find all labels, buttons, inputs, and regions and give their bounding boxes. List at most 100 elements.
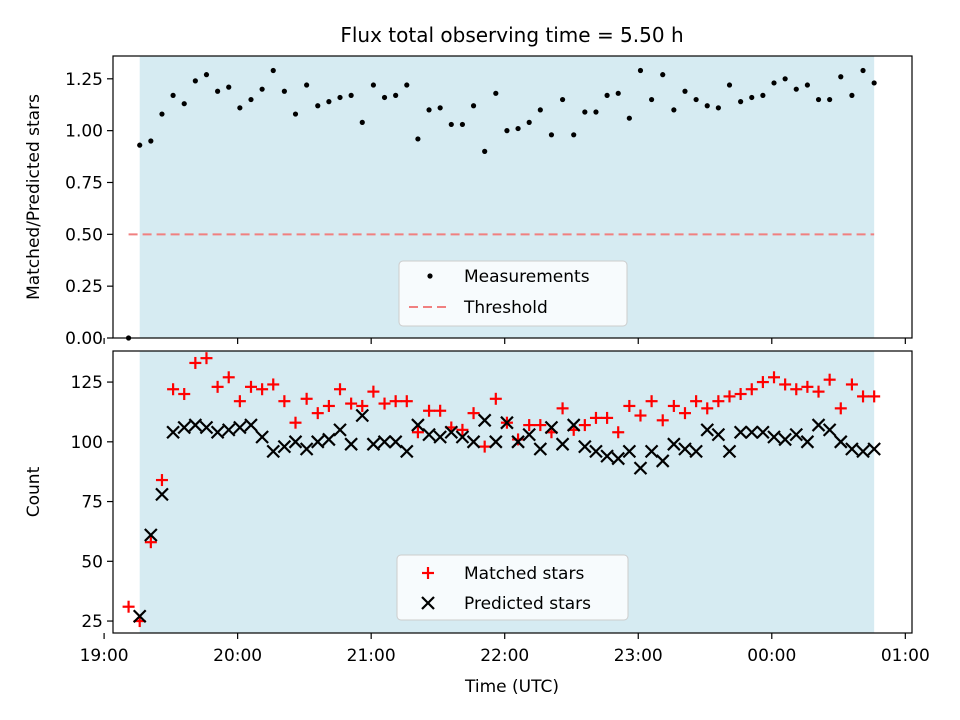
matched-star-point — [645, 395, 658, 408]
top-y-ticks: 0.00 0.25 0.50 0.75 1.00 1.25 — [65, 70, 113, 349]
predicted-star-point — [522, 427, 536, 442]
measurement-point — [849, 92, 855, 98]
measurement-point — [615, 90, 621, 96]
measurement-point — [760, 92, 766, 98]
top-y-tick-label: 1.25 — [65, 70, 103, 90]
predicted-star-point — [533, 442, 548, 456]
predicted-star-point — [744, 425, 759, 440]
measurement-point — [348, 92, 354, 98]
x-tick-label: 20:00 — [213, 646, 262, 666]
predicted-star-point — [644, 444, 659, 459]
matched-star-point — [300, 392, 313, 405]
legend-measurements-label: Measurements — [464, 267, 590, 287]
matched-star-point — [623, 399, 636, 412]
bottom-y-axis-label: Count — [24, 466, 44, 517]
top-y-tick-label: 1.00 — [65, 122, 103, 142]
predicted-star-point — [711, 427, 726, 442]
predicted-star-point — [578, 439, 592, 454]
measurement-point — [426, 107, 432, 113]
x-tick-label: 21:00 — [347, 646, 396, 666]
measurement-point — [626, 115, 632, 121]
bottom-legend-box — [396, 554, 629, 621]
matched-star-point — [178, 388, 191, 401]
measurement-point — [148, 138, 154, 144]
predicted-star-point — [544, 420, 559, 435]
matched-star-point — [656, 414, 669, 427]
measurement-point — [159, 111, 165, 117]
x-tick-label: 01:00 — [881, 646, 930, 666]
predicted-star-point — [689, 444, 703, 459]
predicted-star-point — [288, 435, 303, 449]
matched-star-point — [578, 419, 591, 432]
measurement-point — [827, 96, 833, 103]
bottom-y-tick-label: 75 — [81, 493, 103, 513]
measurement-point — [504, 128, 510, 134]
predicted-star-point — [422, 427, 436, 442]
predicted-star-point — [233, 420, 247, 435]
matched-star-point — [723, 390, 736, 403]
predicted-star-point — [466, 435, 481, 449]
matched-star-point — [200, 352, 213, 365]
predicted-star-point — [589, 444, 603, 459]
matched-star-point — [523, 419, 536, 432]
predicted-star-point — [188, 418, 203, 432]
predicted-star-point — [244, 418, 258, 432]
measurement-point — [459, 121, 466, 128]
measurement-point — [315, 103, 321, 109]
matched-star-point — [155, 474, 168, 487]
matched-star-point — [834, 402, 847, 415]
predicted-star-point — [834, 435, 848, 449]
measurement-point — [370, 82, 376, 88]
matched-star-point — [857, 390, 870, 403]
matched-star-point — [634, 409, 647, 422]
measurement-point — [582, 109, 588, 115]
predicted-star-point — [355, 408, 370, 423]
legend-predicted-marker — [421, 596, 435, 610]
predicted-star-point — [845, 442, 859, 456]
top-axes-frame — [112, 55, 913, 339]
predicted-star-point — [477, 413, 492, 428]
predicted-star-point — [778, 432, 792, 447]
top-y-tick-label: 0.25 — [65, 277, 103, 297]
predicted-star-point — [411, 418, 425, 432]
measurement-point — [493, 90, 499, 96]
predicted-star-point — [433, 430, 447, 444]
matched-star-point — [801, 380, 814, 393]
x-tick-label: 00:00 — [747, 646, 796, 666]
matched-star-point — [378, 397, 391, 410]
measurement-point — [215, 88, 221, 94]
predicted-star-point — [299, 442, 314, 456]
measurement-point — [192, 78, 198, 84]
predicted-star-point — [700, 423, 715, 437]
measurement-point — [270, 67, 276, 74]
matched-star-point — [712, 395, 725, 408]
measurement-point — [749, 94, 755, 101]
predicted-star-point — [566, 418, 581, 432]
legend-matched-marker — [422, 567, 434, 579]
x-tick-label: 22:00 — [480, 646, 529, 666]
matched-star-point — [790, 383, 803, 396]
legend-matched-label: Matched stars — [464, 564, 584, 584]
measurement-point — [671, 107, 677, 113]
predicted-star-point — [733, 425, 748, 440]
matched-star-point — [701, 402, 714, 415]
predicted-star-point — [199, 420, 214, 435]
predicted-star-point — [333, 423, 347, 437]
top-y-tick-label: 0.00 — [65, 329, 103, 349]
measurement-point — [782, 76, 788, 82]
top-legend-box — [398, 260, 628, 327]
measurement-point — [137, 142, 143, 148]
matched-star-point — [411, 426, 424, 439]
top-measurements — [125, 67, 877, 341]
predicted-star-point — [177, 420, 191, 435]
predicted-star-point — [221, 423, 236, 437]
top-panel: Flux total observing time = 5.50 h 0.000… — [24, 23, 913, 349]
measurement-point — [482, 148, 488, 154]
measurement-point — [337, 94, 343, 101]
measurement-point — [393, 92, 399, 98]
measurement-point — [404, 82, 410, 88]
bottom-axes-frame — [112, 350, 913, 634]
measurement-point — [281, 88, 287, 94]
matched-star-point — [478, 440, 491, 453]
